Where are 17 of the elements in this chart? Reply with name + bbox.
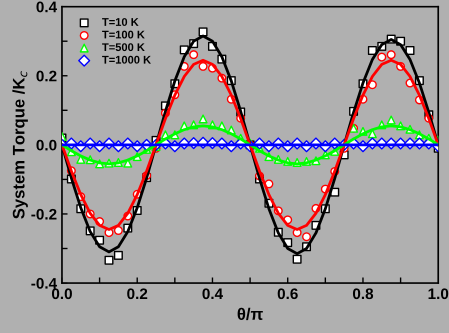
x-tick-label: 0.8 (352, 288, 374, 300)
y-tick-label: -0.4 (31, 278, 58, 289)
x-tick-label: 0.6 (278, 288, 298, 300)
y-tick-label: 0.0 (36, 140, 56, 151)
y-tick-label: 0.2 (36, 70, 56, 82)
y-tick-label: 0.4 (36, 2, 58, 12)
y-tick-label: -0.2 (31, 208, 56, 220)
x-tick-label: 0.2 (127, 288, 148, 300)
legend-label: T=100 K (102, 30, 145, 39)
x-tick-label: 0.4 (202, 288, 224, 300)
x-axis-title: θ/π (238, 308, 263, 320)
y-axis-title: System Torque /K$_{c}$ (12, 71, 28, 219)
legend-label: T=10 K (102, 18, 139, 26)
x-tick-label: 1.0 (428, 288, 448, 300)
legend-label: T=1000 K (102, 56, 151, 64)
legend-label: T=500 K (102, 43, 145, 52)
x-tick-label: 0.0 (52, 288, 72, 300)
